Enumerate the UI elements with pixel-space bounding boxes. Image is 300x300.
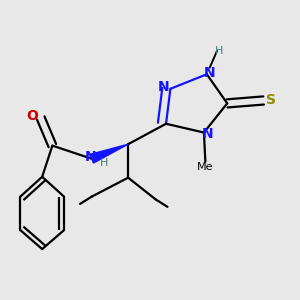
Text: N: N [203,66,215,80]
Text: N: N [202,127,213,141]
Text: H: H [215,46,224,56]
Polygon shape [90,144,128,163]
Text: O: O [27,110,38,124]
Text: N: N [85,150,96,164]
Text: H: H [100,158,108,168]
Text: N: N [157,80,169,94]
Text: S: S [266,94,276,107]
Text: Me: Me [197,162,214,172]
